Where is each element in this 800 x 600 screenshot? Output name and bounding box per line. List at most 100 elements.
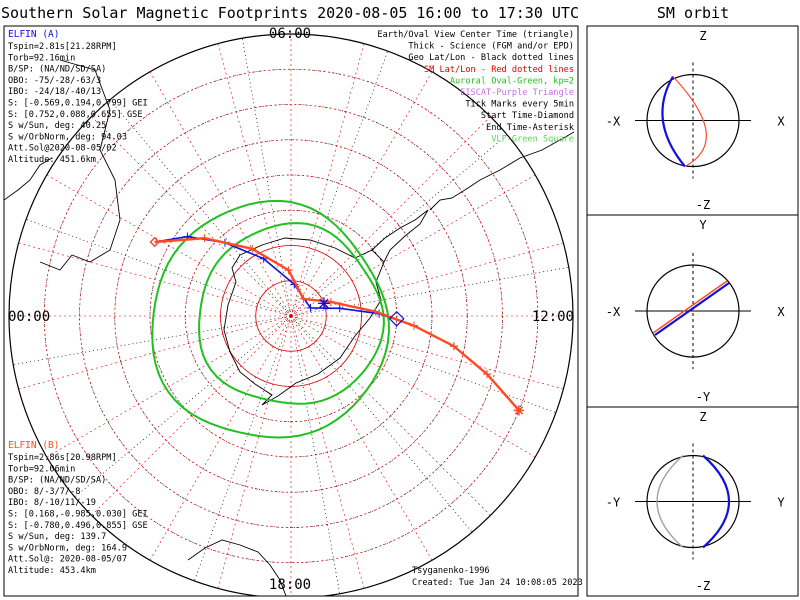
elfin-a-info-line: IBO: -24/18/-40/13	[8, 87, 101, 97]
orbit-axis-label-left: -X	[606, 115, 621, 129]
mlt-label-left: 00:00	[8, 309, 50, 325]
elfin-a-info-line: S: [-0.569,0.194,0.799] GEI	[8, 99, 148, 109]
auroral-oval-poleward	[198, 222, 385, 405]
orbit-panels: Z -Z -X X Y -Y -X X Z -Z -Y Y	[586, 25, 799, 597]
geo-lon-line	[241, 38, 292, 317]
orbit-track-b	[656, 454, 684, 549]
elfin-a-name: ELFIN (A)	[8, 29, 59, 40]
legend-entry: SM Lat/Lon - Red dotted lines	[424, 65, 574, 75]
sm-mlt-line	[217, 315, 292, 589]
new-zealand-outline	[4, 157, 53, 201]
orbit-axis-label-top: Y	[699, 218, 707, 232]
chart-title: Southern Solar Magnetic Footprints 2020-…	[1, 4, 579, 22]
tick-mark	[248, 244, 257, 253]
tick-mark	[326, 297, 335, 306]
elfin-b-info-line: Altitude: 453.4km	[8, 566, 96, 576]
tick-mark	[449, 342, 458, 351]
elfin-b-info-line: S w/OrbNorm, deg: 164.9	[8, 543, 127, 553]
mlt-label-top: 06:00	[269, 26, 311, 42]
orbit-panel-1: Z -Z -X X	[586, 25, 799, 216]
orbit-axis-label-right: X	[777, 115, 785, 129]
elfin-b-info-line: OBO: 8/-3/7/-8	[8, 487, 80, 497]
orbit-axis-label-right: X	[777, 305, 785, 319]
tick-mark	[306, 303, 315, 312]
sm-mlt-line	[290, 315, 536, 458]
orbit-axis-label-bottom: -Z	[696, 579, 710, 593]
orbit-axis-label-right: Y	[777, 496, 785, 510]
tick-mark	[371, 307, 380, 316]
sm-mlt-line	[290, 43, 365, 317]
sm-mlt-line	[18, 315, 292, 390]
elfin-a-info-line: Tspin=2.81s[21.28RPM]	[8, 42, 117, 52]
sm-mlt-line	[290, 315, 433, 561]
sm-mlt-line	[149, 315, 292, 561]
sm-mlt-line	[290, 315, 365, 589]
orbit-axis-label-left: -Y	[606, 496, 621, 510]
elfin-a-info-line: S w/Sun, deg: 40.25	[8, 121, 106, 131]
legend-entry: Geo Lat/Lon - Black dotted lines	[408, 53, 574, 63]
elfin-a-info-line: OBO: -75/-28/-63/3	[8, 76, 101, 86]
center-time-asterisk	[317, 297, 330, 310]
tick-mark	[284, 266, 293, 275]
orbit-panel-2: Y -Y -X X	[586, 214, 799, 408]
mlt-labels: 06:00 00:00 12:00 18:00	[8, 26, 574, 593]
sm-mlt-line	[91, 116, 292, 317]
tick-mark	[200, 234, 209, 243]
legend: Earth/Oval View Center Time (triangle) Th…	[377, 30, 574, 144]
track-elfin-b	[154, 236, 520, 412]
elfin-a-info-line: S: [0.752,0.088,0.655] GSE	[8, 110, 143, 120]
sm-mlt-line	[290, 174, 536, 317]
tick-mark	[335, 304, 344, 313]
sm-mlt-line	[91, 315, 292, 516]
elfin-a-info-line: Torb=92.16min	[8, 53, 75, 63]
legend-entry: Tick Marks every 5min	[465, 100, 574, 110]
elfin-b-info-line: Torb=92.06min	[8, 464, 75, 474]
orbit-axis-label-bottom: -Y	[696, 390, 711, 404]
south-america-outline	[429, 131, 575, 211]
sm-mlt-line	[217, 43, 292, 317]
orbit-track-a	[661, 75, 686, 168]
model-label: Tsyganenko-1996	[412, 566, 490, 576]
tick-mark	[409, 321, 418, 330]
orbit-axis-label-left: -X	[606, 305, 621, 319]
geo-lon-line	[25, 218, 292, 317]
end-asterisk	[513, 405, 524, 416]
geo-lon-line	[290, 50, 389, 317]
elfin-b-info: ELFIN (B) Tspin=2.86s[20.98RPM]Torb=92.06…	[8, 440, 148, 576]
orbit-track-a	[654, 282, 730, 336]
orbit-axis-label-bottom: -Z	[696, 198, 710, 212]
elfin-a-info: ELFIN (A) Tspin=2.81s[21.28RPM]Torb=92.16…	[8, 29, 148, 165]
antarctic-peninsula-outline	[371, 209, 429, 263]
sm-mlt-line	[46, 174, 292, 317]
tick-mark	[299, 294, 308, 303]
created-label: Created: Tue Jan 24 10:08:05 2023	[412, 578, 583, 588]
auroral-oval	[151, 199, 390, 439]
auroral-oval-equatorward	[151, 199, 390, 439]
orbit-axis-label-top: Z	[699, 29, 706, 43]
australia-outline	[39, 59, 121, 271]
elfin-b-info-line: Att.Sol@: 2020-08-05/07	[8, 555, 127, 565]
elfin-b-info-line: S: [-0.780,0.496,0.855] GSE	[8, 521, 148, 531]
orbit-axis-label-top: Z	[699, 410, 706, 424]
sm-mlt-line	[290, 71, 433, 317]
mlt-label-bottom: 18:00	[269, 577, 311, 593]
footprint-tracks	[149, 232, 524, 416]
orbit-track-a	[702, 454, 731, 549]
legend-entry: Auroral Oval-Green, kp=2	[450, 76, 574, 86]
elfin-a-info-line: Altitude: 451.6km	[8, 155, 96, 165]
elfin-a-info-line: S w/OrbNorm, deg: 94.03	[8, 132, 127, 142]
sm-mlt-line	[18, 242, 292, 317]
africa-outline	[187, 539, 287, 596]
sm-mlt-line	[149, 71, 292, 317]
elfin-b-info-line: S w/Sun, deg: 139.7	[8, 532, 106, 542]
elfin-a-info-line: Att.Sol@2020-08-05/02	[8, 144, 117, 154]
continent-outlines	[4, 59, 575, 596]
legend-entry: Earth/Oval View Center Time (triangle)	[377, 30, 574, 40]
mlt-label-right: 12:00	[532, 309, 574, 325]
geo-lon-line	[290, 315, 557, 414]
orbit-panel-3: Z -Z -Y Y	[586, 406, 799, 597]
legend-entry: VLF-Green Square	[491, 134, 574, 144]
orbit-track-b	[652, 280, 728, 334]
elfin-b-info-line: S: [0.168,-0.985,0.030] GEI	[8, 510, 148, 520]
